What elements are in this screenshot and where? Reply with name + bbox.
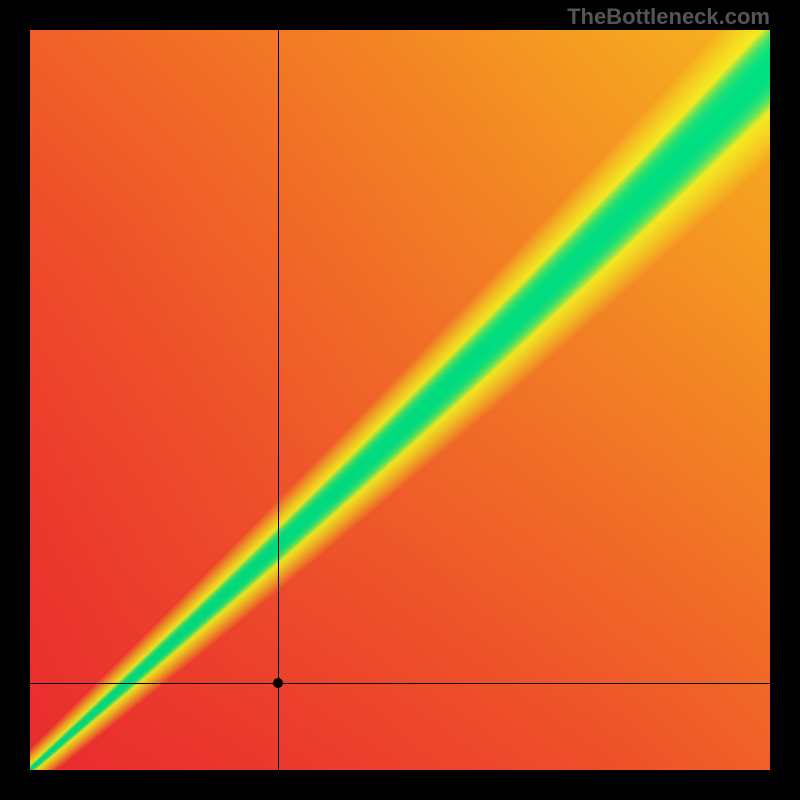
crosshair-horizontal [30, 683, 770, 684]
watermark-text: TheBottleneck.com [567, 4, 770, 30]
heatmap-canvas [30, 30, 770, 770]
bottleneck-heatmap [30, 30, 770, 770]
crosshair-vertical [278, 30, 279, 770]
intersection-marker [273, 678, 283, 688]
